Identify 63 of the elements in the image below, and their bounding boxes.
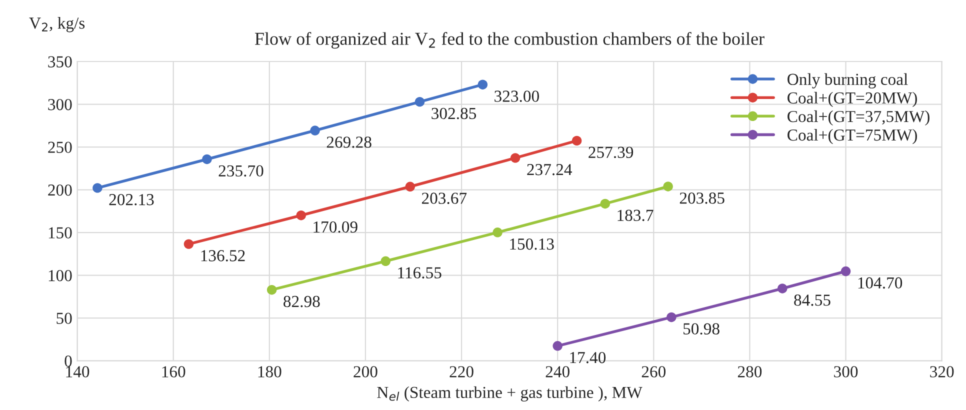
legend-label: Only burning coal xyxy=(788,73,908,88)
point xyxy=(310,126,320,136)
y-tick-label: 100 xyxy=(48,270,72,282)
data-label: 136.52 xyxy=(201,250,245,262)
point xyxy=(296,210,306,220)
legend-label: Coal+(GT=20MW) xyxy=(788,92,917,107)
x-tick-label: 140 xyxy=(66,366,90,378)
point xyxy=(92,183,102,193)
point xyxy=(405,182,415,192)
data-label: 203.85 xyxy=(680,192,724,204)
x-axis-title: N$_{el}$ (Steam turbine + gas turbine ), MW xyxy=(377,386,642,402)
data-label: 269.28 xyxy=(326,136,372,148)
data-label: 84.55 xyxy=(794,294,830,306)
x-tick-label: 220 xyxy=(450,366,474,378)
y-tick-label: 50 xyxy=(56,312,72,324)
point xyxy=(184,239,194,249)
data-label: 170.09 xyxy=(314,221,358,233)
data-label: 237.24 xyxy=(527,164,572,176)
x-tick-label: 260 xyxy=(642,366,666,378)
x-tick-label: 320 xyxy=(930,366,954,378)
legend-label: Coal+(GT=75MW) xyxy=(788,128,917,144)
x-tick-label: 160 xyxy=(162,366,186,378)
point xyxy=(478,80,488,90)
legend-label: Coal+(GT=37,5MW) xyxy=(788,110,930,126)
point xyxy=(552,341,562,351)
y-tick-label: 350 xyxy=(48,56,72,68)
point xyxy=(380,256,391,266)
point xyxy=(492,228,502,238)
data-label: 82.98 xyxy=(284,296,320,308)
x-tick-label: 280 xyxy=(738,366,762,378)
x-tick-label: 300 xyxy=(834,366,858,378)
data-label: 235.70 xyxy=(218,165,264,177)
y-tick-label: 300 xyxy=(48,98,72,110)
data-label: 17.40 xyxy=(570,352,606,364)
point xyxy=(778,284,788,294)
point xyxy=(666,312,676,322)
data-label: 257.39 xyxy=(588,146,634,158)
y-tick-label: 250 xyxy=(48,142,72,153)
chart-title: Flow of organized air V$_{2}$ fed to the combustion chambers of the boiler xyxy=(254,32,764,49)
y-tick-label: 200 xyxy=(48,184,72,196)
y-tick-label: 0 xyxy=(64,356,72,367)
x-tick-label: 180 xyxy=(258,366,282,378)
point xyxy=(600,198,610,209)
x-tick-label: 240 xyxy=(546,366,570,378)
y-tick-label: 150 xyxy=(48,227,72,238)
data-label: 50.98 xyxy=(684,323,720,335)
data-label: 104.70 xyxy=(858,277,902,289)
point xyxy=(663,182,673,192)
point xyxy=(414,96,425,107)
point xyxy=(266,284,277,295)
point xyxy=(510,153,520,163)
y-axis-title: V$_{2}$, kg/s xyxy=(29,17,85,32)
data-label: 116.55 xyxy=(398,267,442,278)
data-label: 323.00 xyxy=(494,90,539,102)
point xyxy=(202,154,212,164)
data-label: 203.67 xyxy=(422,192,467,204)
point xyxy=(840,266,851,276)
data-label: 302.85 xyxy=(432,108,476,120)
data-label: 183.7 xyxy=(618,210,654,222)
data-label: 202.13 xyxy=(109,194,154,206)
data-label: 150.13 xyxy=(510,238,554,250)
point xyxy=(572,136,582,146)
x-tick-label: 200 xyxy=(354,366,378,378)
